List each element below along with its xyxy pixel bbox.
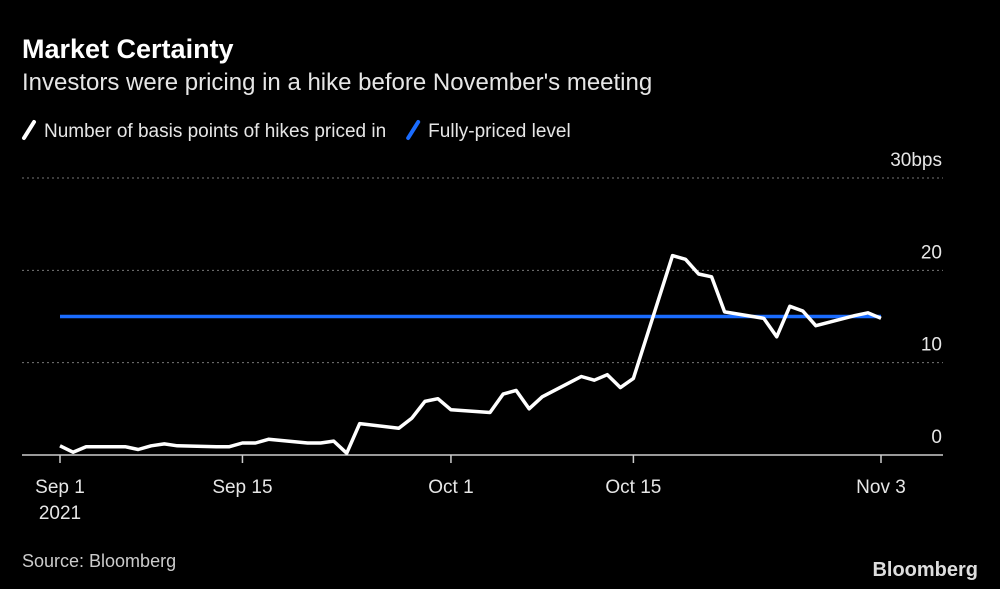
y-tick-label: 30bps: [890, 150, 942, 171]
x-tick-label: Nov 3: [856, 477, 906, 498]
legend-label: Number of basis points of hikes priced i…: [44, 121, 386, 142]
source: Source: Bloomberg: [22, 551, 176, 571]
chart-title: Market Certainty: [22, 34, 234, 64]
series-line: [59, 253, 882, 455]
x-tick-label: Oct 15: [605, 477, 661, 498]
x-tick-label: Oct 1: [428, 477, 473, 498]
legend-swatch: [22, 120, 36, 140]
y-tick-label: 0: [931, 427, 942, 448]
x-tick-label: Sep 15: [212, 477, 272, 498]
x-tick-label: Sep 1: [35, 477, 85, 498]
y-tick-label: 10: [921, 335, 942, 356]
chart-subtitle: Investors were pricing in a hike before …: [22, 69, 652, 96]
y-tick-label: 20: [921, 242, 942, 263]
x-year-label: 2021: [39, 503, 81, 524]
logo: Bloomberg: [872, 559, 978, 581]
legend-swatch: [406, 120, 421, 140]
legend-label: Fully-priced level: [428, 121, 571, 142]
